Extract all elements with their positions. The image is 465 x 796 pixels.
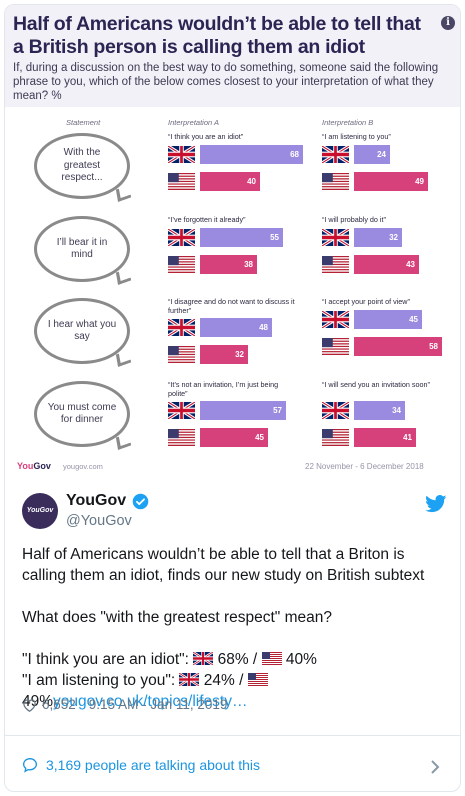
uk-bar-a: 48	[200, 318, 272, 337]
uk-bar-b: 34	[354, 401, 405, 420]
interpretation-a-quote: “I disagree and do not want to discuss i…	[168, 297, 295, 315]
bubble-tail	[115, 350, 132, 367]
statement-bubble: You must come for dinner	[34, 381, 130, 447]
uk-flag-icon	[322, 146, 349, 163]
tweet-meta: 6,652 9:15 AM - Jan 11, 2019	[22, 697, 227, 712]
tweet: YouGov YouGov @YouGov Half of Americans …	[5, 471, 460, 791]
bubble-tail	[115, 185, 132, 202]
heart-icon[interactable]	[22, 698, 37, 712]
us-bar-b: 49	[354, 172, 428, 191]
author-name[interactable]: YouGov	[66, 492, 127, 509]
us-flag-icon	[261, 650, 282, 665]
uk-flag-icon	[168, 319, 195, 336]
divider	[5, 735, 460, 736]
footer-url: yougov.com	[63, 462, 103, 471]
statement-bubble: With the greatest respect...	[34, 133, 130, 199]
uk-bar-b: 45	[354, 310, 422, 329]
us-bar-b: 41	[354, 428, 416, 447]
uk-bar-b: 24	[354, 145, 390, 164]
uk-bar-a: 68	[200, 145, 303, 164]
us-bar-b: 58	[354, 337, 442, 356]
column-header-statement: Statement	[66, 118, 101, 127]
column-header-interpretation-b: Interpretation B	[322, 118, 374, 127]
conversation-text: 3,169 people are talking about this	[46, 757, 261, 773]
interpretation-b-quote: “I am listening to you”	[322, 132, 391, 141]
us-flag-icon	[322, 256, 349, 273]
uk-flag-icon	[192, 650, 214, 667]
bubble-tail	[115, 433, 132, 450]
verified-icon	[132, 493, 149, 510]
author-handle[interactable]: @YouGov	[66, 513, 132, 529]
uk-bar-a: 57	[200, 401, 286, 420]
us-flag-icon	[247, 671, 268, 686]
uk-flag-icon	[168, 146, 195, 163]
uk-flag-icon	[322, 311, 349, 328]
us-flag-icon	[168, 346, 195, 363]
infographic-image[interactable]: Half of Americans wouldn’t be able to te…	[5, 5, 460, 471]
us-flag-icon	[322, 173, 349, 190]
uk-flag-icon	[322, 402, 349, 419]
uk-flag-icon	[168, 402, 195, 419]
info-icon[interactable]: i	[441, 16, 455, 30]
us-bar-a: 40	[200, 172, 260, 191]
yougov-logo: YouGov	[17, 461, 51, 471]
infographic-header: Half of Americans wouldn’t be able to te…	[5, 5, 460, 107]
uk-flag-icon	[179, 671, 200, 688]
us-flag-icon	[168, 173, 195, 190]
uk-bar-b: 32	[354, 228, 402, 247]
uk-flag-icon	[168, 229, 195, 246]
interpretation-a-quote: “I think you are an idiot”	[168, 132, 244, 141]
uk-bar-a: 55	[200, 228, 283, 247]
us-flag-icon	[168, 256, 195, 273]
article-link[interactable]: yougov.co.uk/topics/lifesty…	[53, 693, 248, 710]
us-bar-b: 43	[354, 255, 419, 274]
statement-bubble: I’ll bear it in mind	[34, 216, 130, 282]
avatar[interactable]: YouGov	[22, 493, 58, 529]
interpretation-b-quote: “I accept your point of view”	[322, 297, 410, 306]
bubble-tail	[115, 268, 132, 285]
tweet-card[interactable]: Half of Americans wouldn’t be able to te…	[4, 4, 461, 792]
us-flag-icon	[322, 338, 349, 355]
statement-bubble: I hear what you say	[34, 298, 130, 364]
timestamp[interactable]: 9:15 AM - Jan 11, 2019	[88, 697, 228, 712]
interpretation-b-quote: “I will probably do it”	[322, 215, 386, 224]
us-bar-a: 32	[200, 345, 248, 364]
footer-date: 22 November - 6 December 2018	[305, 462, 424, 471]
us-flag-icon	[168, 429, 195, 446]
chevron-right-icon[interactable]	[430, 760, 440, 774]
infographic-title: Half of Americans wouldn’t be able to te…	[13, 13, 421, 58]
interpretation-a-quote: “It’s not an invitation, I’m just being …	[168, 380, 279, 398]
column-header-interpretation-a: Interpretation A	[168, 118, 220, 127]
comment-icon	[22, 757, 38, 773]
interpretation-a-quote: “I’ve forgotten it already”	[168, 215, 246, 224]
interpretation-b-quote: “I will send you an invitation soon”	[322, 380, 430, 389]
us-flag-icon	[322, 429, 349, 446]
infographic-subtitle: If, during a discussion on the best way …	[13, 62, 439, 102]
tweet-text: Half of Americans wouldn’t be able to te…	[22, 546, 425, 710]
conversation-link[interactable]: 3,169 people are talking about this	[22, 757, 260, 773]
us-bar-a: 38	[200, 255, 257, 274]
uk-flag-icon	[322, 229, 349, 246]
like-count[interactable]: 6,652	[42, 697, 76, 712]
twitter-bird-icon[interactable]	[425, 495, 447, 513]
us-bar-a: 45	[200, 428, 268, 447]
